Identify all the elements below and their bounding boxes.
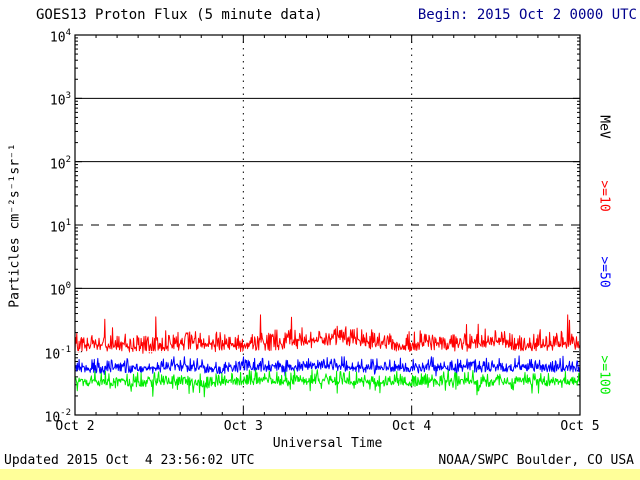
- y-tick-label: 102: [49, 154, 71, 172]
- right-label-mev: MeV: [596, 115, 612, 139]
- x-tick-label: Oct 4: [392, 419, 432, 434]
- right-label->=10: >=10: [596, 180, 612, 212]
- right-label->=50: >=50: [596, 256, 612, 288]
- source-attribution: NOAA/SWPC Boulder, CO USA: [438, 453, 634, 468]
- y-tick-label: 101: [49, 218, 71, 236]
- series->=10: [74, 314, 581, 354]
- y-axis-title: Particles cm⁻²s⁻¹sr⁻¹: [7, 143, 23, 308]
- right-label->=100: >=100: [596, 355, 612, 395]
- x-tick-label: Oct 3: [223, 419, 263, 434]
- series->=100: [74, 369, 581, 398]
- x-tick-label: Oct 5: [560, 419, 600, 434]
- y-tick-label: 10-1: [44, 344, 72, 362]
- plot-frame: [74, 34, 581, 416]
- y-tick-label: 10-2: [44, 408, 72, 426]
- x-tick-label: Oct 2: [55, 419, 95, 434]
- bottom-yellow-strip: [0, 469, 640, 480]
- updated-timestamp: Updated 2015 Oct 4 23:56:02 UTC: [4, 453, 255, 468]
- y-tick-label: 100: [49, 281, 71, 299]
- series->=50: [74, 355, 581, 378]
- y-tick-label: 104: [49, 28, 71, 46]
- chart-title: GOES13 Proton Flux (5 minute data): [36, 7, 323, 23]
- x-axis-title: Universal Time: [272, 436, 383, 451]
- begin-timestamp: Begin: 2015 Oct 2 0000 UTC: [417, 7, 637, 23]
- y-tick-label: 103: [49, 91, 71, 109]
